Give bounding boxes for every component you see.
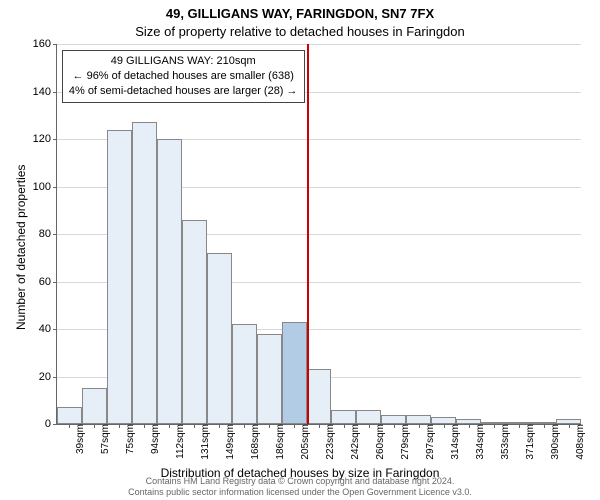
x-tick-mark	[294, 424, 295, 428]
x-tick-mark	[169, 424, 170, 428]
histogram-bar-highlight	[282, 322, 307, 424]
x-tick-label: 39sqm	[73, 424, 86, 454]
attribution-footer: Contains HM Land Registry data © Crown c…	[0, 476, 600, 499]
y-tick-mark	[53, 424, 57, 425]
x-tick-mark	[219, 424, 220, 428]
y-tick-mark	[53, 139, 57, 140]
x-tick-label: 242sqm	[348, 424, 361, 460]
y-tick-mark	[53, 44, 57, 45]
histogram-bar	[307, 369, 332, 424]
y-tick-mark	[53, 329, 57, 330]
x-tick-label: 94sqm	[148, 424, 161, 454]
histogram-bar	[431, 417, 456, 424]
x-tick-label: 371sqm	[523, 424, 536, 460]
histogram-bar	[157, 139, 182, 424]
x-tick-label: 334sqm	[473, 424, 486, 460]
page-subtitle: Size of property relative to detached ho…	[0, 24, 600, 39]
x-tick-mark	[344, 424, 345, 428]
histogram-bar	[132, 122, 157, 424]
x-tick-label: 390sqm	[548, 424, 561, 460]
x-tick-label: 131sqm	[198, 424, 211, 460]
histogram-bar	[232, 324, 257, 424]
histogram-bar	[406, 415, 431, 425]
x-tick-mark	[69, 424, 70, 428]
histogram-bar	[356, 410, 381, 424]
x-tick-label: 297sqm	[423, 424, 436, 460]
x-tick-label: 168sqm	[248, 424, 261, 460]
x-tick-mark	[394, 424, 395, 428]
page-title-address: 49, GILLIGANS WAY, FARINGDON, SN7 7FX	[0, 6, 600, 21]
x-tick-mark	[94, 424, 95, 428]
x-tick-mark	[469, 424, 470, 428]
y-axis-label: Number of detached properties	[14, 165, 28, 330]
footer-line-1: Contains HM Land Registry data © Crown c…	[0, 476, 600, 487]
x-tick-label: 314sqm	[448, 424, 461, 460]
footer-line-2: Contains public sector information licen…	[0, 487, 600, 498]
x-tick-label: 223sqm	[323, 424, 336, 460]
x-tick-mark	[494, 424, 495, 428]
histogram-bar	[57, 407, 82, 424]
x-tick-label: 112sqm	[173, 424, 186, 459]
x-tick-label: 75sqm	[123, 424, 136, 454]
x-tick-mark	[244, 424, 245, 428]
y-tick-mark	[53, 187, 57, 188]
histogram-bar	[381, 415, 406, 425]
annotation-callout: 49 GILLIGANS WAY: 210sqm← 96% of detache…	[62, 50, 305, 103]
annotation-line-3: 4% of semi-detached houses are larger (2…	[69, 84, 298, 99]
histogram-chart: 02040608010012014016039sqm57sqm75sqm94sq…	[56, 44, 581, 425]
chart-container: 49, GILLIGANS WAY, FARINGDON, SN7 7FX Si…	[0, 0, 600, 500]
x-tick-mark	[119, 424, 120, 428]
x-tick-label: 186sqm	[273, 424, 286, 460]
x-tick-mark	[144, 424, 145, 428]
x-tick-mark	[319, 424, 320, 428]
x-tick-mark	[444, 424, 445, 428]
x-tick-label: 205sqm	[298, 424, 311, 460]
y-tick-mark	[53, 282, 57, 283]
reference-line	[307, 44, 309, 424]
x-tick-label: 279sqm	[398, 424, 411, 460]
annotation-line-2: ← 96% of detached houses are smaller (63…	[69, 69, 298, 84]
y-tick-mark	[53, 234, 57, 235]
x-tick-mark	[419, 424, 420, 428]
x-tick-mark	[544, 424, 545, 428]
histogram-bar	[182, 220, 207, 424]
histogram-bar	[107, 130, 132, 425]
x-tick-label: 57sqm	[98, 424, 111, 454]
x-tick-label: 149sqm	[223, 424, 236, 460]
x-tick-label: 408sqm	[573, 424, 586, 460]
histogram-bar	[257, 334, 282, 424]
histogram-bar	[331, 410, 356, 424]
x-tick-mark	[569, 424, 570, 428]
x-tick-mark	[269, 424, 270, 428]
annotation-line-1: 49 GILLIGANS WAY: 210sqm	[69, 54, 298, 69]
y-tick-mark	[53, 377, 57, 378]
histogram-bar	[207, 253, 232, 424]
histogram-bar	[82, 388, 107, 424]
x-tick-mark	[369, 424, 370, 428]
y-tick-mark	[53, 92, 57, 93]
x-tick-label: 353sqm	[498, 424, 511, 460]
x-tick-label: 260sqm	[373, 424, 386, 460]
gridline	[57, 44, 581, 45]
x-tick-mark	[194, 424, 195, 428]
x-tick-mark	[519, 424, 520, 428]
